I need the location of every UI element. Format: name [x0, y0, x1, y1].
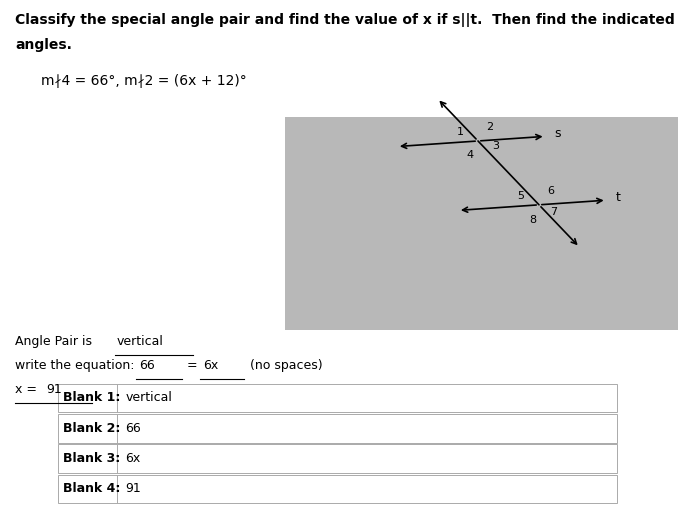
Text: 66: 66: [139, 359, 155, 372]
Text: Angle Pair is: Angle Pair is: [15, 335, 92, 348]
Text: Classify the special angle pair and find the value of x if s||t.  Then find the : Classify the special angle pair and find…: [15, 13, 675, 27]
Text: t: t: [616, 191, 620, 204]
Text: x =: x =: [15, 383, 37, 396]
Text: Blank 2:: Blank 2:: [63, 422, 121, 435]
Text: 2: 2: [486, 122, 493, 132]
FancyBboxPatch shape: [58, 444, 617, 473]
Text: Blank 1:: Blank 1:: [63, 392, 121, 404]
Text: 91: 91: [125, 483, 141, 495]
Text: 6x: 6x: [203, 359, 218, 372]
Text: 3: 3: [492, 141, 500, 151]
Text: write the equation:: write the equation:: [15, 359, 134, 372]
FancyBboxPatch shape: [285, 117, 678, 330]
Text: 6: 6: [547, 186, 554, 196]
Text: 66: 66: [125, 422, 141, 435]
Text: 4: 4: [466, 150, 473, 160]
FancyBboxPatch shape: [58, 414, 617, 443]
Text: vertical: vertical: [117, 335, 163, 348]
Text: 1: 1: [456, 127, 464, 137]
Text: 5: 5: [517, 191, 525, 201]
Text: 91: 91: [46, 383, 62, 396]
Text: Blank 4:: Blank 4:: [63, 483, 121, 495]
Text: 8: 8: [529, 215, 536, 225]
Text: 7: 7: [550, 207, 557, 218]
FancyBboxPatch shape: [58, 384, 617, 412]
Text: =: =: [186, 359, 197, 372]
Text: vertical: vertical: [125, 392, 172, 404]
Text: Blank 3:: Blank 3:: [63, 452, 120, 465]
FancyBboxPatch shape: [58, 475, 617, 503]
Text: (no spaces): (no spaces): [250, 359, 322, 372]
Text: angles.: angles.: [15, 38, 72, 52]
Text: m∤4 = 66°, m∤2 = (6x + 12)°: m∤4 = 66°, m∤2 = (6x + 12)°: [41, 74, 246, 88]
Text: 6x: 6x: [125, 452, 140, 465]
Text: s: s: [555, 127, 561, 140]
